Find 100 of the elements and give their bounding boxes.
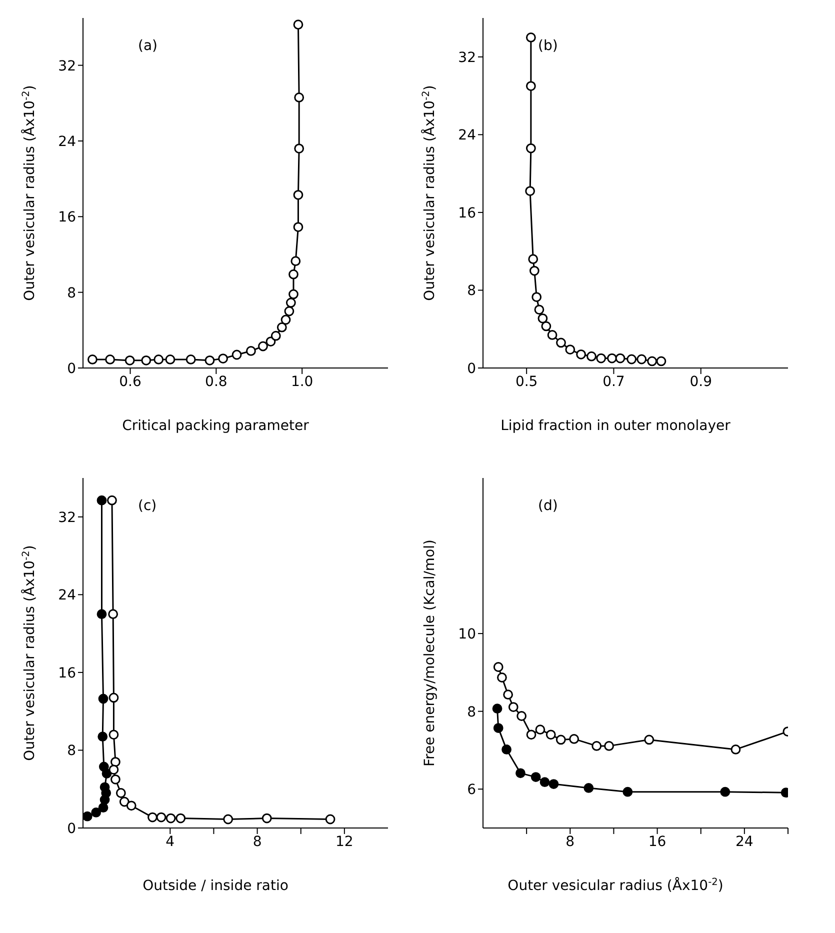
y-tick-label: 16 xyxy=(58,210,76,226)
point xyxy=(516,768,526,778)
point xyxy=(232,350,242,360)
annotation: (a) xyxy=(138,38,158,54)
point xyxy=(493,723,504,734)
point xyxy=(276,322,287,332)
point xyxy=(96,609,107,620)
point xyxy=(98,802,108,813)
point xyxy=(258,341,268,352)
point xyxy=(262,813,272,824)
x-tick-label: 24 xyxy=(736,834,754,850)
point xyxy=(218,354,228,364)
x-tick-label: 8 xyxy=(566,834,575,850)
point xyxy=(148,812,158,822)
point xyxy=(534,304,544,315)
y-tick-label: 8 xyxy=(67,743,76,760)
point xyxy=(556,338,566,348)
point xyxy=(270,330,281,341)
point xyxy=(626,354,637,364)
y-tick-label: 24 xyxy=(458,128,476,144)
point xyxy=(116,788,126,798)
point xyxy=(526,81,536,92)
point xyxy=(492,704,502,714)
y-axis-title: Free energy/molecule (Kcal/mol) xyxy=(422,540,438,766)
point xyxy=(293,190,304,200)
annotation: (b) xyxy=(538,38,558,54)
y-tick-label: 10 xyxy=(458,626,476,643)
point xyxy=(83,811,92,822)
point xyxy=(548,779,559,790)
point xyxy=(294,92,304,102)
point xyxy=(290,256,301,266)
point xyxy=(526,730,536,740)
point xyxy=(644,734,654,745)
y-tick-label: 8 xyxy=(467,283,476,300)
point xyxy=(126,800,136,811)
point xyxy=(108,730,119,740)
point xyxy=(288,269,298,280)
point xyxy=(604,740,614,751)
point xyxy=(547,330,558,340)
x-tick-label: 0.5 xyxy=(515,374,538,390)
y-tick-label: 0 xyxy=(67,820,76,837)
point xyxy=(586,351,596,362)
point xyxy=(107,495,117,506)
point xyxy=(186,354,196,364)
point xyxy=(293,20,304,30)
point xyxy=(165,354,176,364)
point xyxy=(541,321,552,332)
annotation: (d) xyxy=(538,498,558,514)
point xyxy=(530,772,541,782)
point xyxy=(502,744,512,754)
point xyxy=(592,740,602,751)
point xyxy=(596,353,606,364)
point xyxy=(532,292,542,302)
point xyxy=(110,774,120,784)
point xyxy=(569,734,580,744)
point xyxy=(96,495,107,506)
point xyxy=(535,724,546,735)
point xyxy=(141,355,152,366)
x-axis-title: Critical packing parameter xyxy=(122,418,310,434)
point xyxy=(286,298,296,308)
y-tick-label: 6 xyxy=(467,782,476,798)
point xyxy=(204,355,215,366)
point xyxy=(105,354,116,364)
y-tick-label: 0 xyxy=(467,360,476,377)
x-axis-title: Lipid fraction in outer monolayer xyxy=(500,418,731,434)
x-tick-label: 0.8 xyxy=(205,374,228,390)
point xyxy=(100,782,110,792)
y-tick-label: 8 xyxy=(467,704,476,720)
point xyxy=(294,144,304,154)
x-tick-label: 0.7 xyxy=(602,374,625,390)
point xyxy=(284,306,294,316)
point xyxy=(493,662,504,672)
point xyxy=(497,672,507,682)
x-tick-label: 4 xyxy=(166,834,175,850)
point xyxy=(529,266,540,276)
x-axis-title: Outside / inside ratio xyxy=(142,878,288,894)
y-tick-label: 16 xyxy=(458,205,476,222)
point xyxy=(124,355,135,366)
y-tick-label: 32 xyxy=(458,50,476,66)
point xyxy=(91,807,102,818)
point xyxy=(656,356,666,366)
point xyxy=(98,732,108,742)
point xyxy=(223,814,234,824)
point xyxy=(538,313,548,324)
point xyxy=(98,694,108,704)
point xyxy=(720,786,730,797)
point xyxy=(647,356,658,366)
point xyxy=(280,314,291,325)
point xyxy=(546,730,556,740)
point xyxy=(615,353,626,364)
y-tick-label: 16 xyxy=(58,665,76,682)
y-tick-label: 24 xyxy=(58,134,76,150)
x-tick-label: 0.6 xyxy=(119,374,142,390)
point xyxy=(325,814,336,824)
point xyxy=(108,692,119,703)
point xyxy=(576,349,586,360)
point xyxy=(516,711,527,721)
point xyxy=(528,254,538,264)
y-tick-label: 32 xyxy=(58,510,76,526)
y-tick-label: 24 xyxy=(58,588,76,604)
